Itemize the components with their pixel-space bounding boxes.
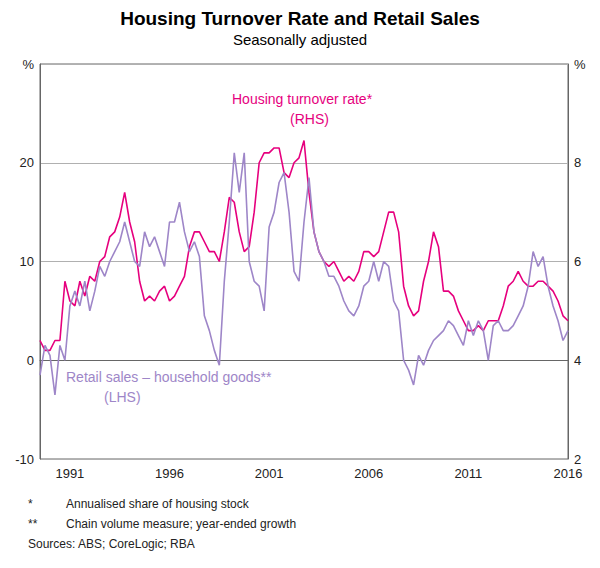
- svg-text:Chain volume measure; year-end: Chain volume measure; year-ended growth: [66, 517, 296, 531]
- svg-text:2006: 2006: [354, 466, 383, 481]
- svg-text:2011: 2011: [454, 466, 482, 481]
- svg-text:*: *: [28, 497, 33, 511]
- svg-text:Seasonally adjusted: Seasonally adjusted: [233, 31, 367, 48]
- svg-text:(RHS): (RHS): [290, 111, 329, 127]
- svg-text:6: 6: [574, 254, 581, 269]
- svg-text:(LHS): (LHS): [104, 389, 141, 405]
- svg-text:1996: 1996: [155, 466, 184, 481]
- svg-text:Retail sales – household goods: Retail sales – household goods**: [66, 369, 272, 385]
- svg-text:8: 8: [574, 155, 581, 170]
- svg-text:Sources: ABS; CoreLogic; RBA: Sources: ABS; CoreLogic; RBA: [28, 537, 195, 551]
- svg-text:%: %: [22, 57, 34, 72]
- svg-text:2001: 2001: [255, 466, 284, 481]
- svg-text:0: 0: [27, 353, 34, 368]
- svg-text:20: 20: [20, 155, 34, 170]
- svg-text:2016: 2016: [554, 466, 583, 481]
- svg-text:1991: 1991: [55, 466, 84, 481]
- svg-text:%: %: [574, 57, 586, 72]
- svg-text:Annualised share of housing st: Annualised share of housing stock: [66, 497, 250, 511]
- svg-text:**: **: [28, 517, 38, 531]
- svg-text:-10: -10: [15, 452, 34, 467]
- svg-text:10: 10: [20, 254, 34, 269]
- svg-text:4: 4: [574, 353, 581, 368]
- svg-text:2: 2: [574, 452, 581, 467]
- svg-text:Housing Turnover Rate and Reta: Housing Turnover Rate and Retail Sales: [120, 8, 480, 29]
- svg-text:Housing turnover rate*: Housing turnover rate*: [232, 91, 373, 107]
